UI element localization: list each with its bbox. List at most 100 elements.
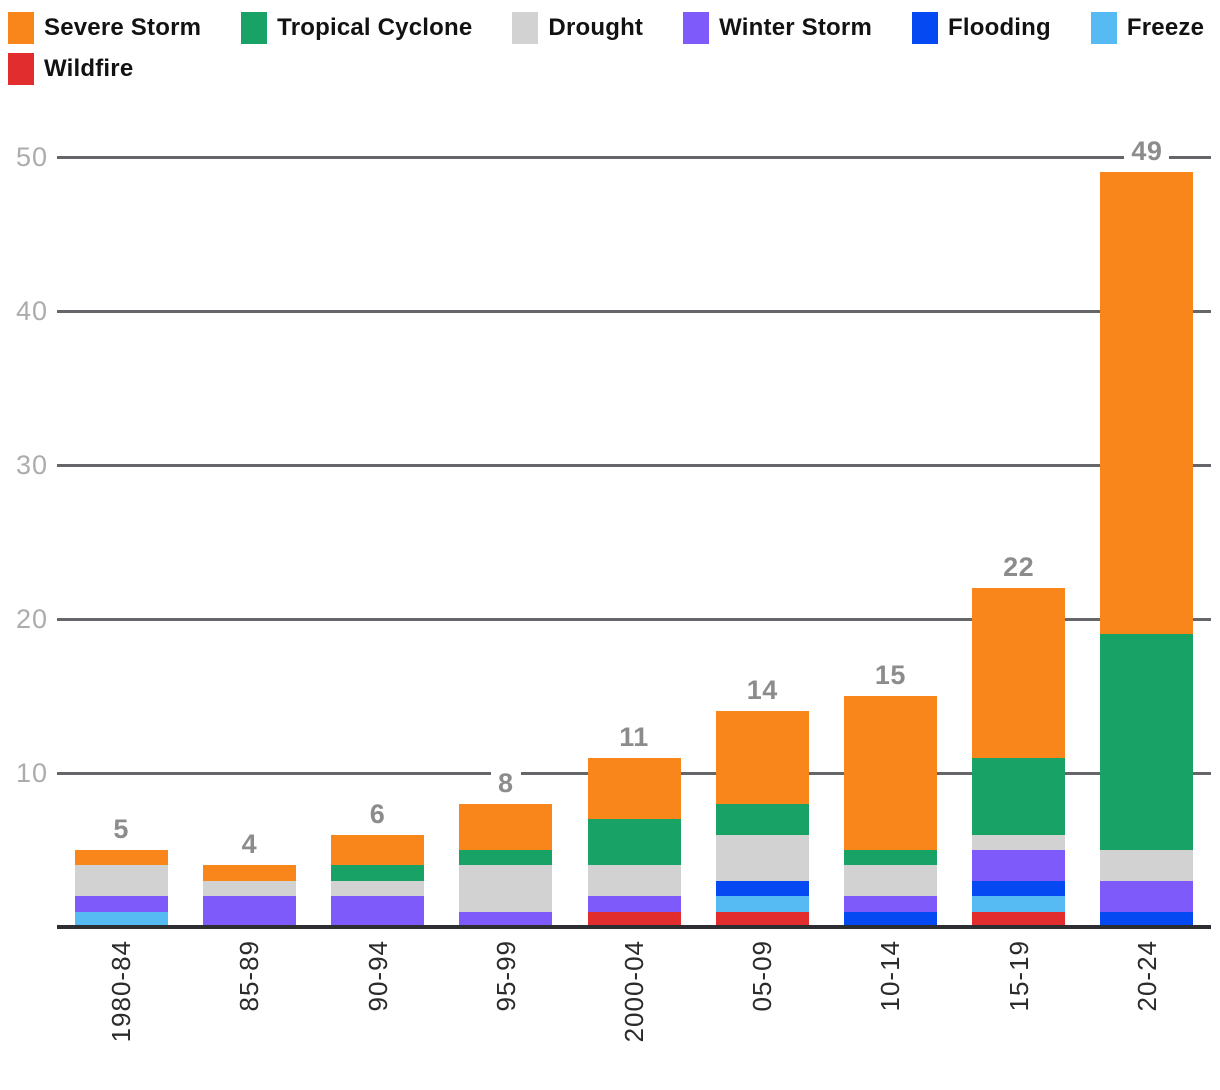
bar-segment-05-09-freeze: [715, 896, 809, 912]
bar-total-label-90-94: 6: [303, 798, 453, 829]
bar-segment-10-14-drought: [843, 865, 937, 897]
legend-row-1: Severe Storm Tropical Cyclone Drought Winte…: [8, 12, 1216, 44]
legend-swatch-freeze: [1090, 12, 1117, 44]
legend-label-flooding: Flooding: [948, 14, 1051, 41]
bar-segment-20-24-severe-storm: [1100, 172, 1194, 635]
bar-segment-10-14-tropical-cyclone: [843, 850, 937, 866]
x-axis-line: [57, 925, 1211, 929]
bar-segment-20-24-drought: [1100, 850, 1194, 881]
bar-segment-15-19-flooding: [972, 880, 1066, 897]
y-tick-label-40: 40: [15, 296, 48, 326]
x-axis-label-10-14: 10-14: [875, 940, 906, 1012]
legend-label-freeze: Freeze: [1126, 14, 1205, 41]
bar-segment-1980-84-drought: [74, 865, 168, 897]
bar-segment-05-09-severe-storm: [715, 711, 809, 804]
x-axis-label-90-94: 90-94: [362, 940, 393, 1012]
y-tick-label-50: 50: [15, 142, 48, 172]
x-axis-label-2000-04: 2000-04: [619, 940, 649, 1043]
bar-segment-10-14-winter-storm: [843, 896, 937, 912]
bar-segment-05-09-flooding: [715, 880, 809, 897]
bar-segment-85-89-winter-storm: [202, 896, 296, 927]
legend-swatch-winter-storm: [683, 12, 710, 44]
bar-total-value: 49: [1124, 136, 1170, 167]
bar-total-label-1980-84: 5: [46, 814, 196, 844]
bar-segment-10-14-severe-storm: [843, 696, 937, 850]
legend-item-wildfire: Wildfire: [8, 53, 133, 85]
bar-total-value: 5: [106, 814, 136, 844]
y-tick-label-30: 30: [15, 450, 48, 480]
bar-total-label-05-09: 14: [687, 675, 837, 706]
bar-total-value: 15: [867, 660, 913, 690]
bar-segment-05-09-drought: [715, 834, 809, 881]
bar-segment-1980-84-severe-storm: [74, 850, 168, 866]
bar-total-label-10-14: 15: [815, 660, 965, 690]
legend: Severe Storm Tropical Cyclone Drought Winte…: [8, 12, 1216, 94]
x-axis-label-1980-84: 1980-84: [106, 940, 137, 1043]
gridline-30: [57, 463, 1211, 467]
gridline-50: [57, 155, 1211, 159]
bar-segment-95-99-tropical-cyclone: [459, 850, 553, 866]
legend-item-freeze: Freeze: [1090, 12, 1205, 44]
bar-segment-2000-04-drought: [587, 865, 681, 897]
bar-segment-90-94-severe-storm: [331, 834, 425, 866]
gridline-40: [57, 309, 1211, 313]
bar-segment-20-24-flooding: [1100, 911, 1194, 927]
bar-total-value: 22: [996, 552, 1042, 583]
bar-segment-85-89-drought: [202, 880, 296, 897]
bar-total-label-2000-04: 11: [559, 721, 709, 752]
legend-label-drought: Drought: [548, 14, 644, 41]
bar-total-label-95-99: 8: [431, 767, 581, 798]
legend-row-2: Wildfire: [8, 53, 1216, 85]
bar-segment-2000-04-severe-storm: [587, 757, 681, 820]
legend-item-drought: Drought: [512, 12, 643, 44]
bar-total-value: 14: [739, 675, 785, 706]
bar-segment-15-19-drought: [972, 834, 1066, 850]
bar-segment-90-94-drought: [331, 880, 425, 897]
bar-segment-95-99-severe-storm: [459, 803, 553, 850]
bar-segment-1980-84-winter-storm: [74, 896, 168, 912]
legend-swatch-drought: [512, 12, 539, 44]
bar-segment-15-19-severe-storm: [972, 588, 1066, 758]
bar-segment-15-19-freeze: [972, 896, 1066, 912]
bar-segment-95-99-winter-storm: [459, 911, 553, 927]
bar-total-value: 8: [491, 767, 521, 798]
bar-total-label-85-89: 4: [174, 829, 324, 860]
bar-segment-85-89-severe-storm: [202, 865, 296, 881]
x-axis-label-85-89: 85-89: [234, 940, 265, 1012]
legend-swatch-tropical-cyclone: [241, 12, 268, 44]
legend-item-severe-storm: Severe Storm: [8, 12, 201, 44]
bar-segment-20-24-tropical-cyclone: [1100, 634, 1194, 850]
bar-total-value: 6: [362, 798, 393, 829]
bar-segment-15-19-winter-storm: [972, 850, 1066, 881]
bar-segment-15-19-tropical-cyclone: [972, 757, 1066, 835]
bar-total-value: 4: [234, 829, 265, 860]
legend-item-winter-storm: Winter Storm: [683, 12, 872, 44]
legend-label-severe-storm: Severe Storm: [44, 14, 202, 41]
bar-segment-2000-04-winter-storm: [587, 896, 681, 912]
x-axis-label-95-99: 95-99: [490, 940, 521, 1012]
legend-label-tropical-cyclone: Tropical Cyclone: [277, 14, 473, 41]
bar-segment-20-24-winter-storm: [1100, 880, 1194, 912]
bar-segment-90-94-winter-storm: [331, 896, 425, 927]
bar-total-label-20-24: 49: [1072, 136, 1220, 167]
x-axis-label-20-24: 20-24: [1131, 940, 1162, 1012]
bar-segment-95-99-drought: [459, 865, 553, 912]
bar-segment-05-09-tropical-cyclone: [715, 803, 809, 835]
bar-segment-2000-04-wildfire: [587, 911, 681, 927]
legend-swatch-severe-storm: [8, 12, 34, 44]
gridline-20: [57, 617, 1211, 621]
legend-swatch-flooding: [912, 12, 938, 44]
bar-total-label-15-19: 22: [944, 552, 1094, 583]
legend-item-tropical-cyclone: Tropical Cyclone: [241, 12, 472, 44]
legend-item-flooding: Flooding: [912, 12, 1051, 44]
x-axis-label-05-09: 05-09: [747, 940, 778, 1012]
bar-segment-1980-84-freeze: [74, 911, 168, 927]
bar-segment-10-14-flooding: [843, 911, 937, 927]
bar-segment-15-19-wildfire: [972, 911, 1066, 927]
bar-total-value: 11: [612, 721, 656, 752]
bar-segment-2000-04-tropical-cyclone: [587, 819, 681, 866]
y-tick-label-20: 20: [15, 604, 48, 634]
bar-segment-90-94-tropical-cyclone: [331, 865, 425, 881]
x-axis-label-15-19: 15-19: [1003, 940, 1034, 1012]
